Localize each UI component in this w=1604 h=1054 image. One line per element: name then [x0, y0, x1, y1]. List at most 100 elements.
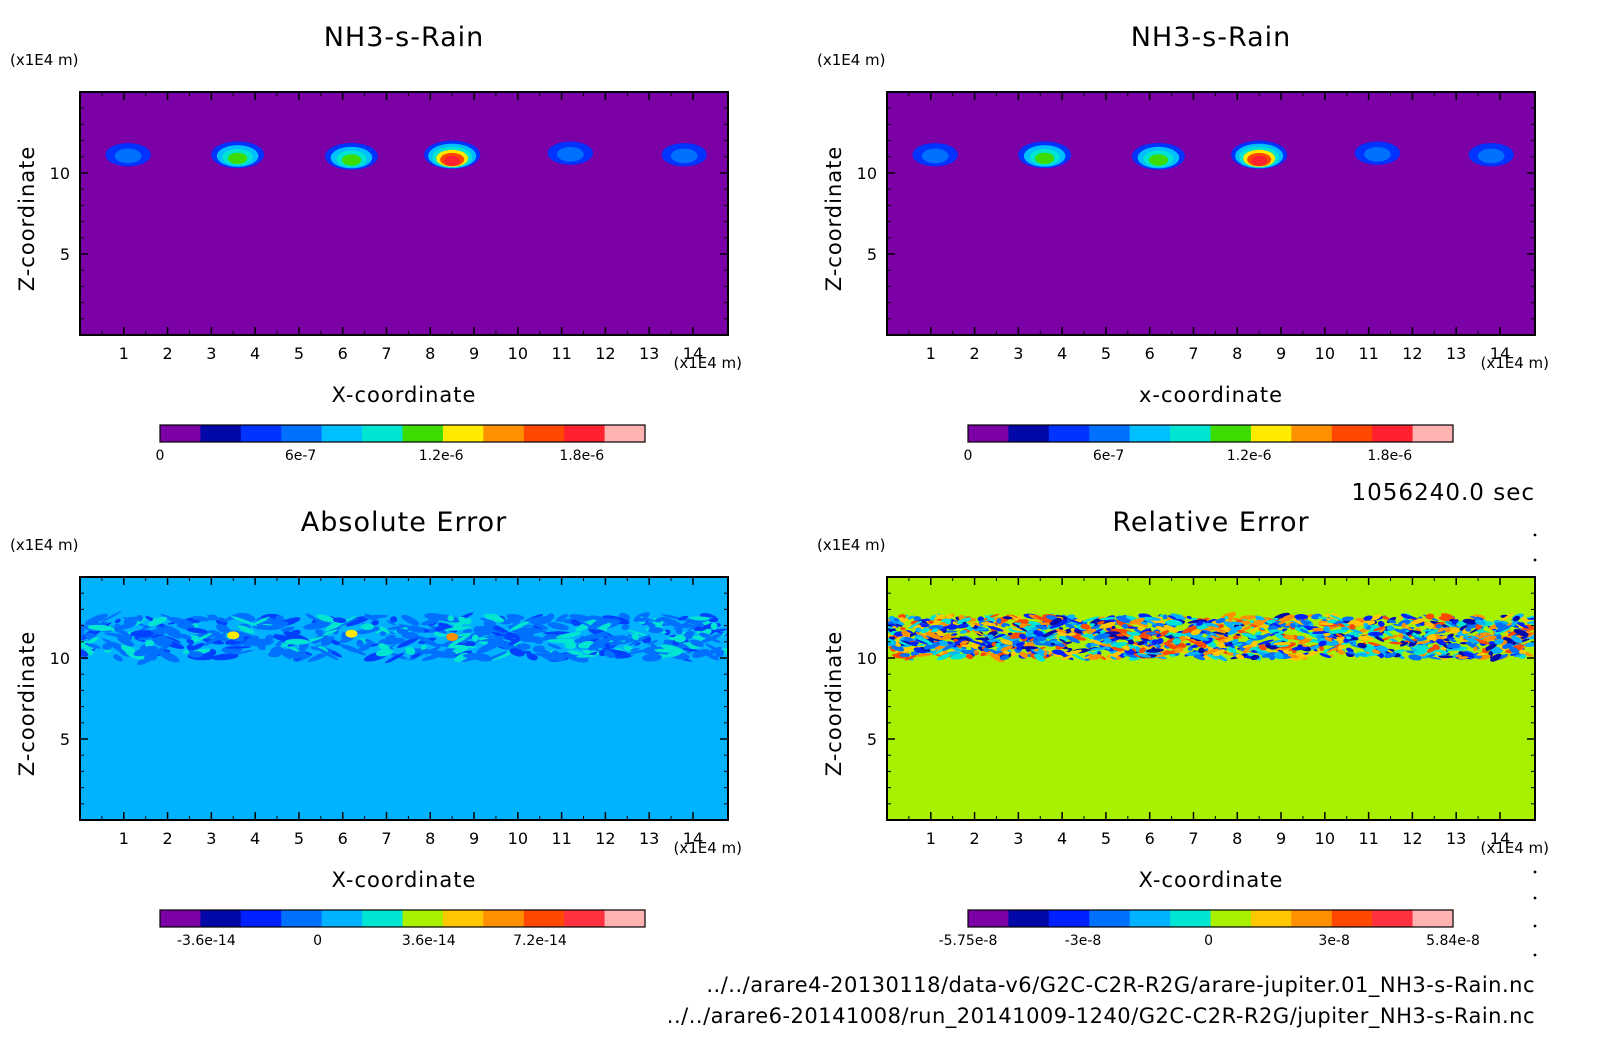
noise-patch: [591, 631, 609, 639]
noise-patch: [1464, 637, 1480, 644]
noise-patch: [1243, 645, 1256, 654]
noise-patch: [1121, 623, 1129, 629]
noise-patch: [947, 624, 958, 630]
noise-patch: [1020, 646, 1039, 650]
noise-patch: [1082, 616, 1100, 623]
noise-patch: [1169, 654, 1176, 657]
contour-level: [444, 155, 461, 166]
noise-patch: [169, 617, 194, 625]
noise-patch: [1145, 632, 1158, 635]
colorbar-swatch: [240, 910, 282, 927]
noise-patch: [1323, 625, 1330, 632]
noise-patch: [1323, 649, 1330, 655]
noise-patch: [1440, 613, 1454, 620]
noise-patch: [486, 651, 508, 661]
noise-patch: [965, 654, 974, 660]
colorbar-swatch: [240, 425, 282, 442]
noise-patch: [1173, 647, 1184, 654]
x-unit-label: (x1E4 m): [673, 354, 742, 372]
noise-patch: [1026, 642, 1035, 648]
colorbar-tick-label: 0: [313, 933, 322, 949]
noise-patch: [952, 621, 957, 625]
x-tick-label: 1: [119, 829, 129, 848]
noise-patch: [1451, 619, 1459, 625]
noise-patch: [1271, 622, 1282, 628]
noise-patch: [1482, 643, 1498, 652]
noise-patch: [292, 650, 307, 660]
noise-patch: [1438, 655, 1454, 659]
noise-patch: [158, 650, 180, 663]
plot-frame: [79, 576, 729, 821]
colorbar-swatch: [1170, 425, 1211, 442]
noise-patch: [157, 628, 168, 635]
noise-patch: [1250, 654, 1260, 661]
noise-patch: [956, 623, 969, 629]
x-unit-label: (x1E4 m): [1480, 839, 1549, 857]
noise-patch: [1490, 653, 1502, 662]
noise-patch: [147, 616, 168, 627]
noise-patch: [1080, 623, 1091, 630]
noise-patch: [1137, 625, 1145, 631]
noise-patch: [1250, 641, 1258, 648]
noise-patch: [1231, 638, 1239, 645]
noise-patch: [1019, 622, 1028, 628]
colorbar-tick-label: -3e-8: [1065, 933, 1102, 949]
noise-patch: [1398, 616, 1404, 620]
noise-patch: [1408, 654, 1422, 661]
noise-patch: [1482, 648, 1487, 652]
noise-patch: [995, 643, 1001, 648]
colorbar-swatch: [442, 910, 484, 927]
noise-patch: [186, 639, 195, 645]
colorbar-swatch: [1089, 910, 1131, 927]
noise-patch: [1337, 644, 1346, 650]
noise-patch: [1282, 634, 1296, 640]
noise-patch: [565, 652, 589, 663]
noise-patch: [1235, 654, 1245, 660]
contour-level: [1035, 152, 1055, 164]
noise-patch: [401, 614, 420, 626]
noise-patch: [689, 639, 704, 647]
colorbar-swatch: [1210, 425, 1252, 442]
noise-patch: [421, 618, 440, 626]
noise-patch: [1162, 614, 1168, 620]
x-tick-label: 6: [1145, 829, 1155, 848]
noise-patch: [515, 643, 531, 650]
noise-patch: [893, 617, 900, 623]
colorbar-swatch: [564, 425, 606, 442]
noise-patch: [133, 645, 158, 657]
noise-patch: [331, 640, 341, 646]
noise-patch: [1223, 621, 1235, 629]
noise-patch: [603, 650, 616, 659]
noise-patch: [631, 633, 640, 641]
noise-patch: [104, 632, 131, 639]
noise-patch: [1026, 621, 1042, 626]
noise-patch: [345, 616, 372, 627]
noise-patch: [1313, 649, 1318, 652]
noise-patch: [934, 614, 944, 620]
contour-level: [557, 147, 584, 162]
noise-patch: [1147, 635, 1153, 641]
noise-patch: [533, 649, 545, 653]
noise-patch: [699, 632, 711, 639]
noise-patch: [1317, 616, 1328, 619]
noise-patch: [1198, 647, 1205, 654]
noise-patch: [1250, 626, 1260, 632]
noise-patch: [586, 634, 595, 639]
noise-patch: [1384, 651, 1397, 659]
noise-patch: [1129, 617, 1145, 625]
noise-patch: [1100, 643, 1112, 647]
noise-patch: [936, 653, 952, 661]
y-unit-label: (x1E4 m): [817, 51, 886, 69]
noise-patch: [1387, 634, 1401, 640]
noise-patch: [385, 652, 405, 664]
x-tick-label: 3: [1013, 829, 1023, 848]
noise-patch: [1053, 619, 1068, 628]
noise-patch: [987, 634, 994, 640]
noise-patch: [664, 618, 680, 626]
rain-cell: [1461, 137, 1526, 170]
noise-patch: [1413, 649, 1428, 655]
noise-patch: [1187, 646, 1193, 651]
noise-patch: [1065, 635, 1081, 644]
y-tick-label: 10: [857, 649, 877, 668]
